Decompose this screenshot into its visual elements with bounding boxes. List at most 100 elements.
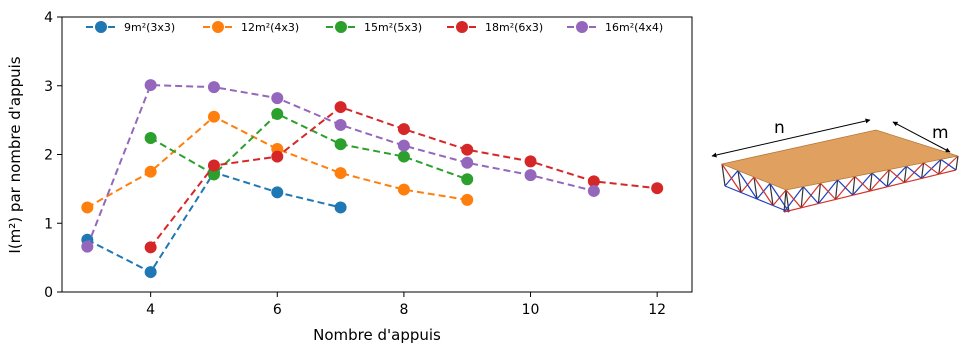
data-point [144, 79, 157, 92]
space-frame-truss [721, 155, 959, 213]
data-point [207, 159, 220, 172]
y-tick-label: 3 [44, 79, 53, 95]
legend-marker [576, 21, 588, 33]
truss-post [721, 163, 726, 187]
series-4 [81, 79, 600, 253]
truss-chord [869, 186, 888, 192]
data-point [81, 201, 94, 214]
y-tick-label: 2 [44, 148, 53, 164]
truss-post [737, 170, 742, 193]
plate-surface [720, 129, 959, 191]
dimension-arrow-n [711, 118, 871, 158]
truss-chord [887, 182, 905, 188]
legend-marker [212, 21, 224, 33]
series-layer [81, 79, 664, 279]
legend-entry-0: 9m²(3x3) [86, 21, 175, 34]
data-point [271, 107, 284, 120]
data-point [334, 138, 347, 151]
legend-marker [456, 21, 468, 33]
truss-chord [904, 177, 922, 184]
y-tick-label: 1 [44, 216, 53, 232]
truss-post [817, 183, 821, 204]
truss-post [886, 169, 890, 187]
truss-diagonal [923, 162, 940, 175]
truss-chord [756, 198, 774, 207]
x-axis-title: Nombre d'appuis [313, 326, 441, 343]
truss-diagonal [802, 186, 819, 204]
truss-post [921, 162, 925, 179]
plot-area-border [61, 16, 693, 293]
truss-diagonal [906, 165, 922, 179]
truss-post [835, 179, 839, 200]
data-point [144, 266, 157, 279]
x-tick-label: 12 [648, 302, 666, 318]
truss-post [852, 176, 856, 196]
data-point [397, 139, 410, 152]
truss-chord [921, 173, 939, 179]
data-point [587, 175, 600, 188]
truss-diagonal [854, 175, 871, 192]
data-point [81, 240, 94, 253]
data-point [271, 92, 284, 105]
series-0 [81, 166, 347, 279]
x-tick-label: 8 [399, 302, 408, 318]
truss-diagonal [753, 176, 774, 206]
data-point [524, 155, 537, 168]
legend-marker [95, 21, 107, 33]
data-point [334, 101, 347, 114]
truss-post [869, 172, 873, 192]
truss-post [938, 159, 942, 175]
truss-diagonal [769, 183, 790, 213]
truss-diagonal [819, 182, 837, 200]
y-tick-label: 4 [44, 10, 53, 26]
data-point [207, 110, 220, 123]
legend-entry-4: 16m²(4x4) [567, 21, 663, 34]
data-point [397, 123, 410, 136]
legend-entry-2: 15m²(5x3) [326, 21, 422, 34]
truss-post [769, 183, 774, 206]
data-point [397, 150, 410, 163]
series-line [86, 171, 341, 274]
truss-diagonal [837, 179, 854, 196]
truss-post [753, 176, 758, 200]
legend-label: 18m²(6x3) [485, 21, 543, 34]
data-point [651, 182, 664, 195]
plot-frame [61, 16, 693, 293]
truss-chord [835, 194, 853, 200]
truss-post [800, 186, 804, 208]
series-line [150, 112, 468, 181]
truss-chord [818, 198, 836, 205]
truss-chord [852, 190, 871, 196]
dimension-label-n: n [774, 118, 785, 138]
data-point [334, 201, 347, 214]
dimension-label-m: m [932, 123, 949, 143]
truss-diagonal [888, 169, 905, 184]
data-point [207, 168, 220, 181]
truss-diagonal [785, 189, 802, 209]
data-point [587, 184, 600, 197]
legend-label: 15m²(5x3) [364, 21, 422, 34]
truss-post [955, 155, 959, 171]
y-tick-label: 0 [44, 285, 53, 301]
series-3 [144, 101, 664, 254]
data-point [144, 241, 157, 254]
y-axis-title: I(m²) par nombre d'appuis [6, 56, 24, 253]
y-axis: 0 1 2 3 4 [44, 10, 62, 301]
data-point [271, 186, 284, 199]
legend-label: 16m²(4x4) [605, 21, 663, 34]
truss-chord [740, 191, 758, 200]
data-point [271, 150, 284, 163]
truss-diagonal [737, 170, 758, 200]
data-point [461, 173, 474, 186]
legend: 9m²(3x3) 12m²(4x3) 15m²(5x3) 18m²(6x3) 16m²(… [86, 21, 663, 34]
data-point [334, 118, 347, 131]
legend-marker [335, 21, 347, 33]
x-tick-label: 10 [522, 302, 540, 318]
data-point [207, 81, 220, 94]
truss-diagonal [721, 163, 742, 193]
truss-chord [724, 185, 742, 194]
x-tick-label: 6 [273, 302, 282, 318]
dimension-arrow-m [892, 121, 951, 153]
data-point [461, 193, 474, 206]
